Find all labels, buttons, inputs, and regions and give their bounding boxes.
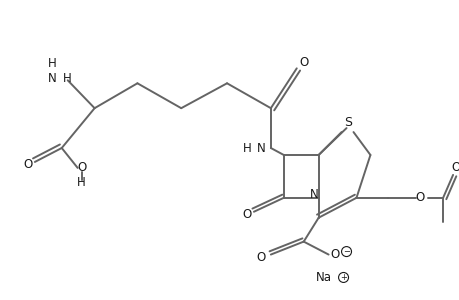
Text: O: O <box>23 158 33 171</box>
Text: O: O <box>329 248 338 261</box>
Text: O: O <box>242 208 251 221</box>
Text: −: − <box>342 247 349 256</box>
Text: Na: Na <box>315 271 331 284</box>
Text: O: O <box>77 161 86 174</box>
Text: N: N <box>47 72 56 85</box>
Text: N: N <box>310 188 319 201</box>
Text: O: O <box>414 191 424 204</box>
Text: H: H <box>77 176 86 189</box>
Text: O: O <box>298 56 308 69</box>
Text: S: S <box>344 116 352 129</box>
Text: H: H <box>63 72 72 85</box>
Text: O: O <box>256 251 265 264</box>
Text: H: H <box>242 142 251 154</box>
Text: +: + <box>339 273 346 282</box>
Text: N: N <box>256 142 265 154</box>
Text: O: O <box>450 161 459 174</box>
Text: H: H <box>47 57 56 70</box>
